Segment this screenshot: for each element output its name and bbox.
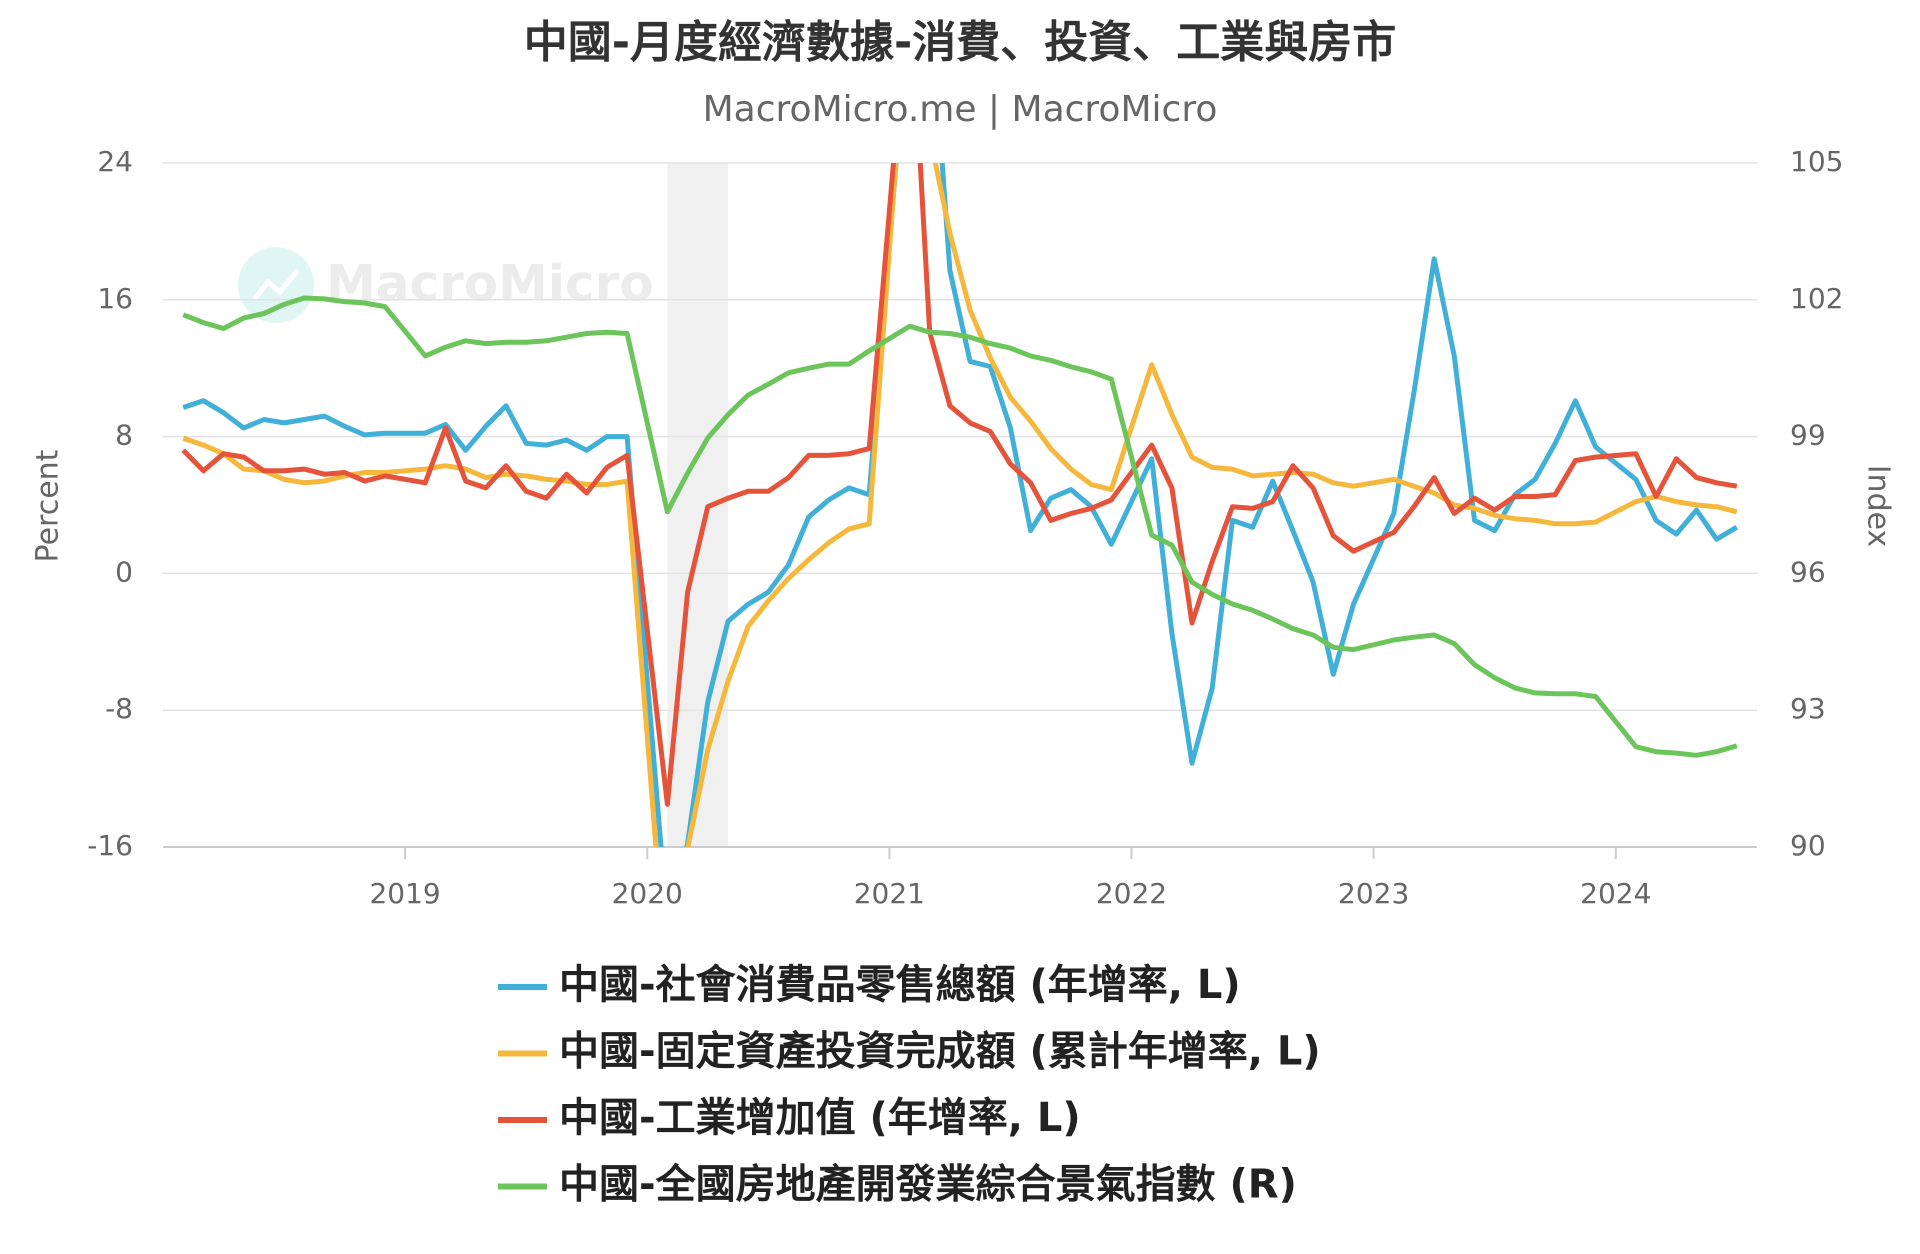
y-tick-label: 16 <box>97 282 133 315</box>
chart-title: 中國-月度經濟數據-消費、投資、工業與房市 <box>524 17 1397 68</box>
shaded-period <box>667 163 728 847</box>
watermark-logo <box>238 247 314 323</box>
series-line <box>182 295 1738 758</box>
x-tick-label: 2022 <box>1096 877 1167 910</box>
y-axis-title: Percent <box>31 449 66 562</box>
watermark: MacroMicro <box>326 255 654 313</box>
chart-subtitle: MacroMicro.me | MacroMicro <box>703 89 1218 130</box>
y-tick-label: 24 <box>97 145 133 178</box>
legend-label: 中國-固定資產投資完成額 (累計年增率, L) <box>559 1029 1321 1075</box>
y-tick-label: -16 <box>87 829 133 862</box>
y-tick-label: -8 <box>105 692 133 725</box>
y2-tick-label: 99 <box>1790 419 1826 452</box>
x-tick-label: 2019 <box>369 877 440 910</box>
legend-label: 中國-社會消費品零售總額 (年增率, L) <box>559 962 1241 1008</box>
y2-tick-label: 93 <box>1790 692 1826 725</box>
y2-axis-title: Index <box>1861 465 1896 548</box>
y2-tick-label: 90 <box>1790 829 1826 862</box>
y-tick-label: 8 <box>115 419 133 452</box>
series-line <box>181 163 1738 807</box>
x-tick-label: 2023 <box>1338 877 1409 910</box>
x-tick-label: 2024 <box>1580 877 1651 910</box>
y2-tick-label: 105 <box>1790 145 1843 178</box>
legend-label: 中國-工業增加值 (年增率, L) <box>559 1095 1081 1141</box>
series-line <box>182 163 1739 847</box>
x-tick-label: 2020 <box>612 877 683 910</box>
legend-label: 中國-全國房地產開發業綜合景氣指數 (R) <box>559 1162 1297 1208</box>
y-tick-label: 0 <box>115 555 133 588</box>
series-line <box>182 163 1738 847</box>
y2-tick-label: 102 <box>1790 282 1843 315</box>
plot-area <box>181 163 1739 847</box>
y2-tick-label: 96 <box>1790 555 1826 588</box>
x-tick-label: 2021 <box>854 877 925 910</box>
